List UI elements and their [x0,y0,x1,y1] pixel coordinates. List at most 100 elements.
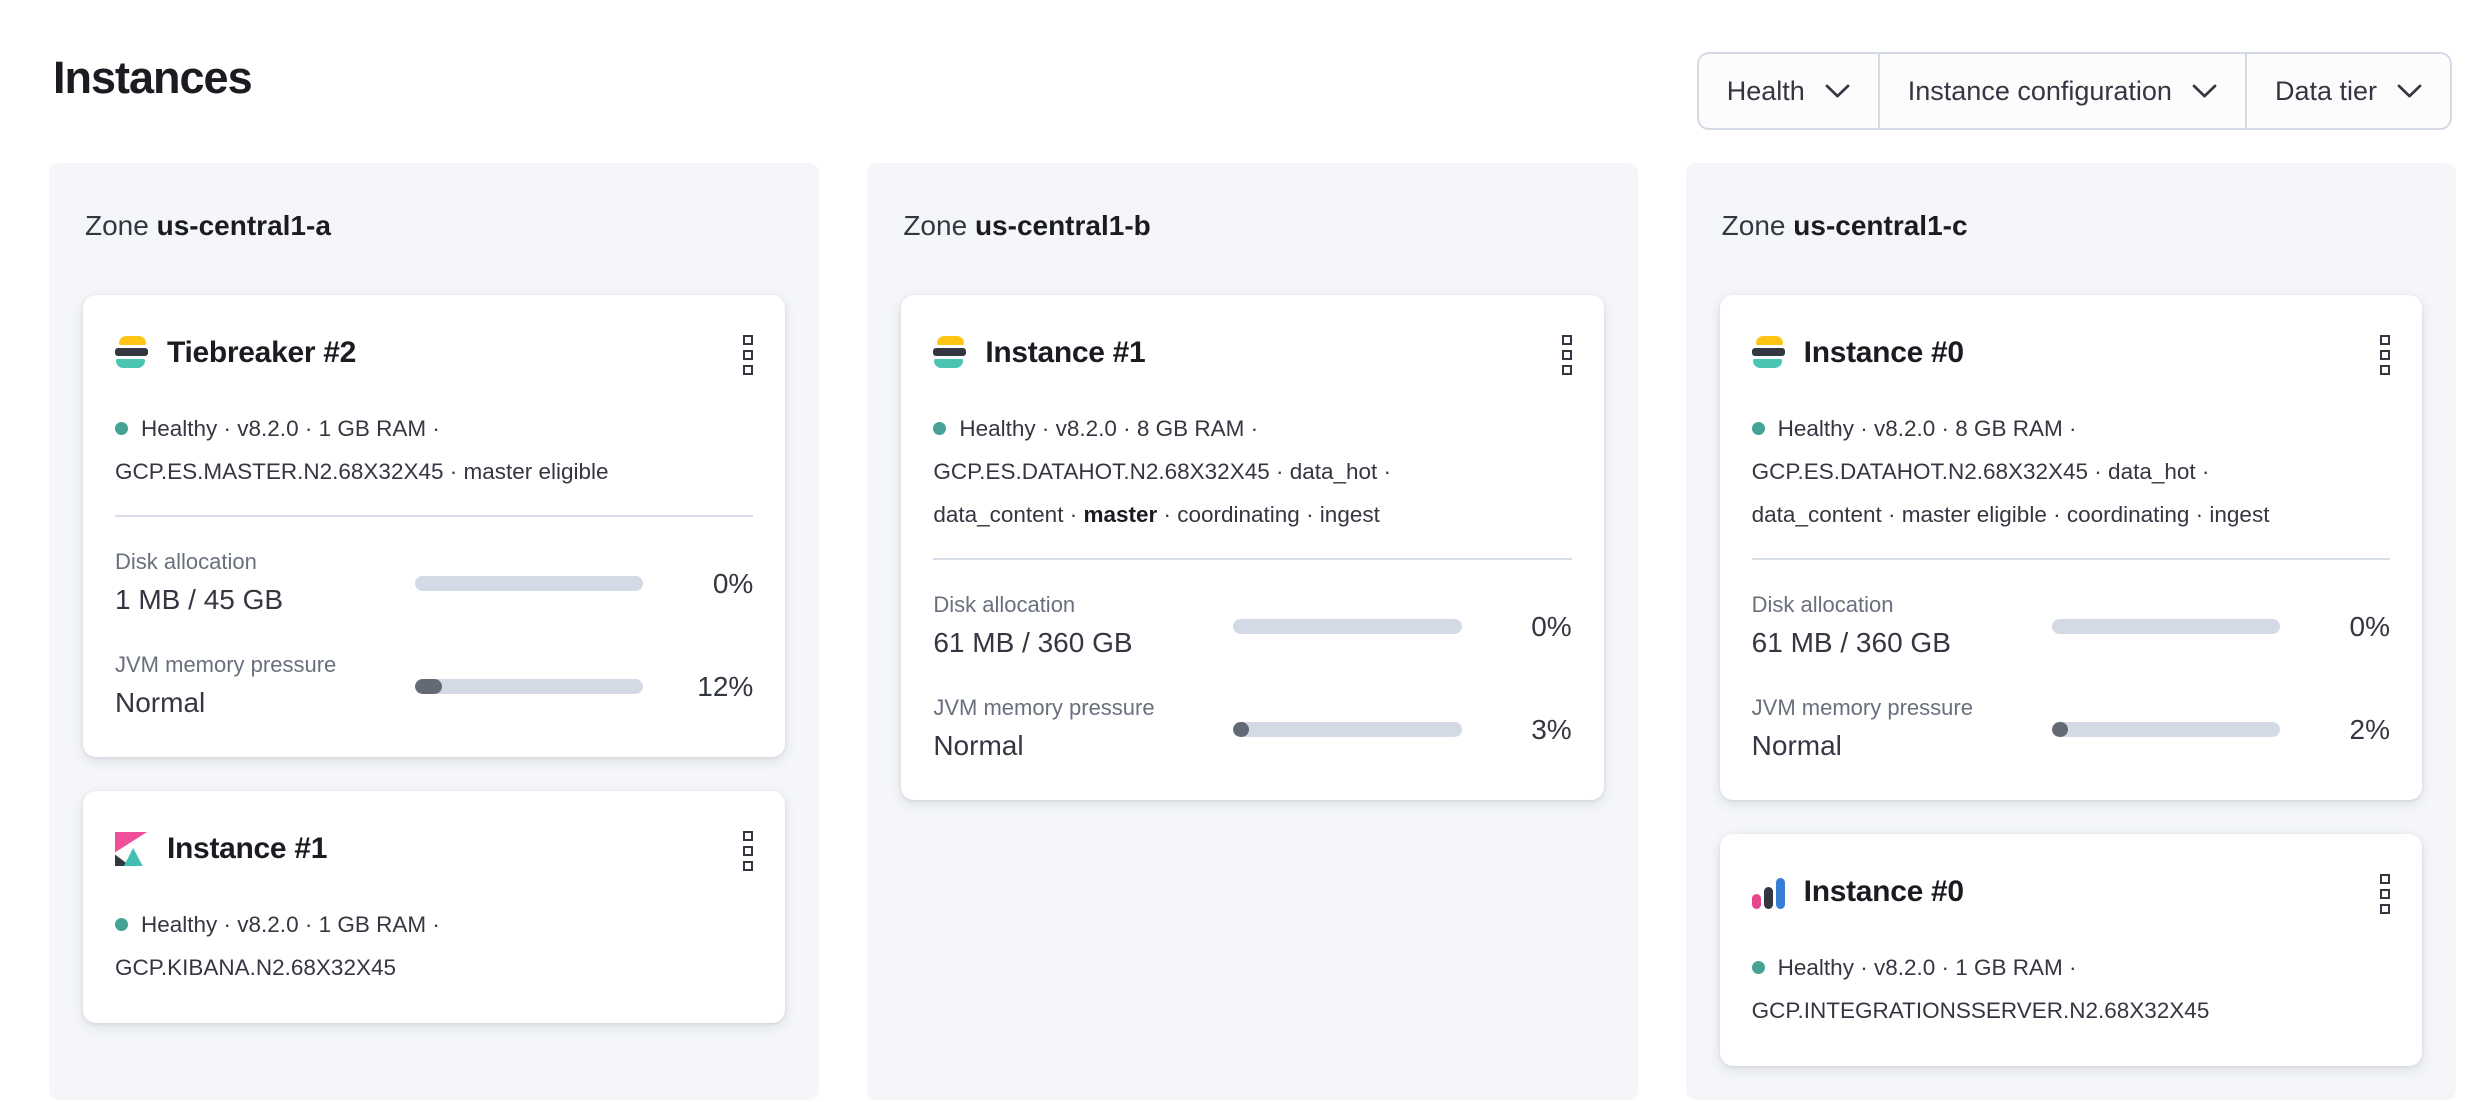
meta-segment: Healthy · v8.2.0 · 1 GB RAM · [141,912,440,937]
metric-row: JVM memory pressure Normal 2% [1752,693,2390,766]
instance-card: Tiebreaker #2 Healthy · v8.2.0 · 1 GB RAM… [83,295,786,757]
progress-bar [1233,722,1462,737]
instance-meta-line: Healthy · v8.2.0 · 1 GB RAM · [115,903,753,946]
zone-name: us-central1-c [1793,210,1968,241]
instance-meta-line: Healthy · v8.2.0 · 8 GB RAM · [933,407,1571,450]
progress-bar-fill [415,679,443,694]
elasticsearch-logo-icon [1751,336,1785,370]
zone-label: Zone us-central1-c [1722,209,2422,243]
progress-bar-fill [1233,722,1250,737]
meta-segment: GCP.ES.DATAHOT.N2.68X32X45 · data_hot · [1751,459,2210,484]
zone-label-prefix: Zone [1721,210,1786,241]
metric-row: JVM memory pressure Normal 12% [115,650,753,723]
filter-group: Health Instance configuration Data tier [1696,52,2452,130]
zone-name: us-central1-a [156,210,331,241]
metric-row: Disk allocation 61 MB / 360 GB 0% [933,590,1571,663]
health-dot-icon [115,918,128,931]
metric-percent: 12% [697,670,754,702]
progress-bar [415,576,644,591]
metric-value: Normal [115,687,206,718]
instance-card-title: Instance #1 [167,832,328,865]
metric-label: Disk allocation [115,549,257,574]
instance-meta-line: GCP.INTEGRATIONSSERVER.N2.68X32X45 [1752,989,2390,1032]
instance-card: Instance #1 Healthy · v8.2.0 · 1 GB RAM ·… [83,791,786,1023]
chevron-down-icon [1825,84,1850,98]
metric-percent: 0% [2349,610,2390,642]
boxes-vertical-icon [743,831,754,841]
meta-segment: Healthy · v8.2.0 · 8 GB RAM · [959,416,1259,441]
instance-meta-line: GCP.ES.DATAHOT.N2.68X32X45 · data_hot · [933,450,1571,493]
meta-segment: data_content · [933,502,1084,527]
instance-menu-button[interactable] [2374,329,2396,381]
instance-card-header: Instance #1 [115,821,754,877]
meta-segment: GCP.INTEGRATIONSSERVER.N2.68X32X45 [1751,998,2210,1023]
instance-card-header: Instance #1 [933,325,1572,381]
meta-segment: GCP.ES.DATAHOT.N2.68X32X45 · data_hot · [933,459,1392,484]
filter-button-data-tier[interactable]: Data tier [2244,54,2450,128]
meta-segment: GCP.ES.MASTER.N2.68X32X45 · master eligi… [115,459,609,484]
progress-bar-fill [2051,722,2068,737]
boxes-vertical-icon [2379,335,2390,345]
instance-meta: Healthy · v8.2.0 · 1 GB RAM · GCP.INTEGRA… [1751,946,2390,1032]
zone-panel-us-central1-a: Zone us-central1-a Tiebreaker #2 Healthy ·… [49,163,820,1100]
filter-label: Health [1726,75,1805,106]
meta-segment-bold: master [1083,502,1158,527]
zone-panel-us-central1-c: Zone us-central1-c Instance #0 Healthy · v… [1685,163,2456,1100]
instance-meta-line: GCP.ES.DATAHOT.N2.68X32X45 · data_hot · [1752,450,2390,493]
zones-container: Zone us-central1-a Tiebreaker #2 Healthy ·… [49,163,2456,1100]
elasticsearch-logo-icon [115,336,148,370]
metric-row: JVM memory pressure Normal 3% [933,693,1571,766]
meta-segment: · coordinating · ingest [1157,502,1380,527]
instance-meta: Healthy · v8.2.0 · 1 GB RAM · GCP.ES.MAST… [115,407,753,493]
zone-label: Zone us-central1-b [903,209,1603,243]
meta-segment: Healthy · v8.2.0 · 1 GB RAM · [1777,955,2077,980]
instance-menu-button[interactable] [737,825,759,877]
instance-meta-line: data_content · master eligible · coordin… [1752,493,2390,536]
metric-row: Disk allocation 1 MB / 45 GB 0% [115,547,753,620]
metric-percent: 2% [2349,713,2390,745]
zone-panel-us-central1-b: Zone us-central1-b Instance #1 Healthy · v… [867,163,1638,1100]
progress-bar [2051,619,2280,634]
instance-meta: Healthy · v8.2.0 · 8 GB RAM · GCP.ES.DATA… [933,407,1571,536]
boxes-vertical-icon [1561,335,1572,345]
progress-bar [1233,619,1462,634]
instance-card: Instance #1 Healthy · v8.2.0 · 8 GB RAM ·… [901,295,1604,800]
metric-value: Normal [933,730,1024,761]
instance-menu-button[interactable] [1556,329,1578,381]
meta-segment: data_content · master eligible · coordin… [1751,502,2270,527]
metric-left: Disk allocation 61 MB / 360 GB [1752,590,2052,663]
instance-menu-button[interactable] [2374,868,2396,920]
metric-label: JVM memory pressure [1751,695,1973,720]
chevron-down-icon [2192,84,2217,98]
kibana-logo-icon [115,832,148,866]
instance-card-title: Instance #0 [1803,875,1964,908]
instance-menu-button[interactable] [737,329,759,381]
instance-meta: Healthy · v8.2.0 · 1 GB RAM · GCP.KIBANA.… [115,903,753,989]
instance-card-title: Tiebreaker #2 [167,336,357,369]
instance-meta-line: Healthy · v8.2.0 · 1 GB RAM · [115,407,753,450]
filter-label: Instance configuration [1907,75,2172,106]
instance-card: Instance #0 Healthy · v8.2.0 · 1 GB RAM ·… [1719,834,2422,1066]
boxes-vertical-icon [2379,874,2390,884]
integrations-server-logo-icon [1751,875,1785,909]
filter-button-health[interactable]: Health [1699,54,1878,128]
progress-bar [2051,722,2280,737]
instance-card-title: Instance #1 [985,336,1146,369]
filter-label: Data tier [2274,75,2377,106]
metric-value: 61 MB / 360 GB [933,627,1133,658]
boxes-vertical-icon [743,335,754,345]
instance-meta-line: Healthy · v8.2.0 · 1 GB RAM · [1751,946,2390,989]
filter-button-instance-configuration[interactable]: Instance configuration [1877,54,2245,128]
metric-left: Disk allocation 1 MB / 45 GB [115,547,415,620]
health-dot-icon [1751,422,1765,435]
elasticsearch-logo-icon [933,336,967,370]
card-divider [933,558,1572,560]
card-divider [1751,558,2390,560]
zone-name: us-central1-b [974,210,1151,241]
zone-label-prefix: Zone [903,210,968,241]
instance-card-header: Tiebreaker #2 [115,325,754,381]
instance-card: Instance #0 Healthy · v8.2.0 · 8 GB RAM ·… [1719,295,2422,800]
metric-percent: 3% [1531,713,1572,745]
instance-card-header: Instance #0 [1751,325,2390,381]
metric-left: JVM memory pressure Normal [1752,693,2052,766]
